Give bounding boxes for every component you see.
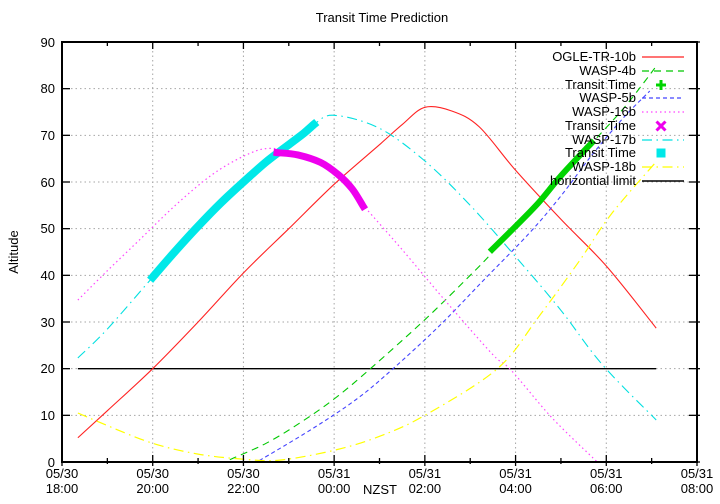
transit-band-wasp-17b — [147, 118, 320, 283]
y-tick-label: 90 — [40, 34, 55, 50]
x-tick-label: 05/30 22:00 — [211, 466, 275, 496]
legend-label: WASP-18b — [572, 159, 636, 174]
y-tick-label: 60 — [40, 174, 55, 190]
x-tick-date: 05/31 — [590, 466, 623, 481]
x-tick-date: 05/31 — [499, 466, 532, 481]
legend-label: OGLE-TR-10b — [552, 49, 636, 64]
x-tick-time: 20:00 — [136, 481, 169, 496]
chart-title: Transit Time Prediction — [315, 10, 449, 25]
legend-marker-cross-icon — [655, 120, 667, 132]
y-tick-label: 50 — [40, 221, 55, 237]
x-tick-time: 04:00 — [499, 481, 532, 496]
x-tick-date: 05/30 — [227, 466, 260, 481]
legend-line-sample — [642, 56, 684, 58]
x-tick-label: 05/31 06:00 — [574, 466, 638, 496]
y-tick-label: 30 — [40, 314, 55, 330]
y-axis-label: Altitude — [6, 230, 21, 274]
legend-line-sample — [642, 166, 684, 168]
legend-line-sample — [642, 180, 684, 182]
x-tick-time: 02:00 — [408, 481, 442, 496]
x-tick-label: 05/31 00:00 — [302, 466, 366, 496]
x-tick-date: 05/31 — [317, 466, 351, 481]
y-tick-label: 40 — [40, 267, 55, 283]
legend-label: horizontial limit — [550, 172, 636, 188]
x-tick-time: 18:00 — [45, 481, 79, 496]
x-tick-date: 05/30 — [136, 466, 169, 481]
curve-ogle-tr-10b — [77, 105, 657, 439]
legend-label: WASP-4b — [579, 62, 636, 78]
legend-line-sample — [642, 111, 684, 113]
x-tick-time: 00:00 — [317, 481, 351, 496]
legend-label: WASP-5b — [579, 90, 636, 106]
plus-marker — [656, 79, 666, 90]
legend-label: Transit Time — [564, 145, 636, 161]
legend-marker-plus-icon — [656, 79, 666, 90]
square-marker — [656, 148, 666, 158]
legend-label: WASP-17b — [572, 131, 636, 147]
transit-band-wasp-16b — [273, 148, 369, 212]
transit-band-wasp-4b — [487, 138, 597, 254]
x-tick-time: 08:00 — [680, 481, 714, 496]
y-tick-label: 20 — [40, 361, 55, 377]
cross-marker — [655, 120, 667, 132]
legend-line-sample — [642, 97, 684, 99]
x-tick-date: 05/30 — [45, 466, 79, 481]
x-tick-time: 22:00 — [227, 481, 260, 496]
legend-line-sample — [642, 70, 684, 72]
x-tick-time: 06:00 — [590, 481, 623, 496]
x-tick-label: 05/30 18:00 — [30, 466, 94, 496]
y-tick-label: 80 — [40, 81, 55, 97]
y-tick-label: 0 — [47, 454, 55, 470]
x-axis-label: NZST — [363, 482, 397, 497]
x-tick-label: 05/31 08:00 — [665, 466, 720, 496]
legend-marker-square-icon — [656, 148, 666, 158]
legend-line-sample — [642, 138, 684, 141]
legend-label: WASP-16b — [572, 104, 636, 119]
x-tick-date: 05/31 — [408, 466, 442, 481]
y-tick-label: 10 — [40, 407, 55, 423]
curve-wasp-5b — [259, 90, 651, 462]
x-tick-label: 05/31 04:00 — [484, 466, 548, 496]
x-tick-label: 05/31 02:00 — [393, 466, 457, 496]
curve-wasp-18b — [77, 162, 656, 462]
legend-label: Transit Time — [564, 76, 636, 92]
legend-label: Transit Time — [564, 117, 636, 133]
y-tick-label: 70 — [40, 127, 55, 143]
x-tick-date: 05/31 — [680, 466, 714, 481]
x-tick-label: 05/30 20:00 — [121, 466, 185, 496]
